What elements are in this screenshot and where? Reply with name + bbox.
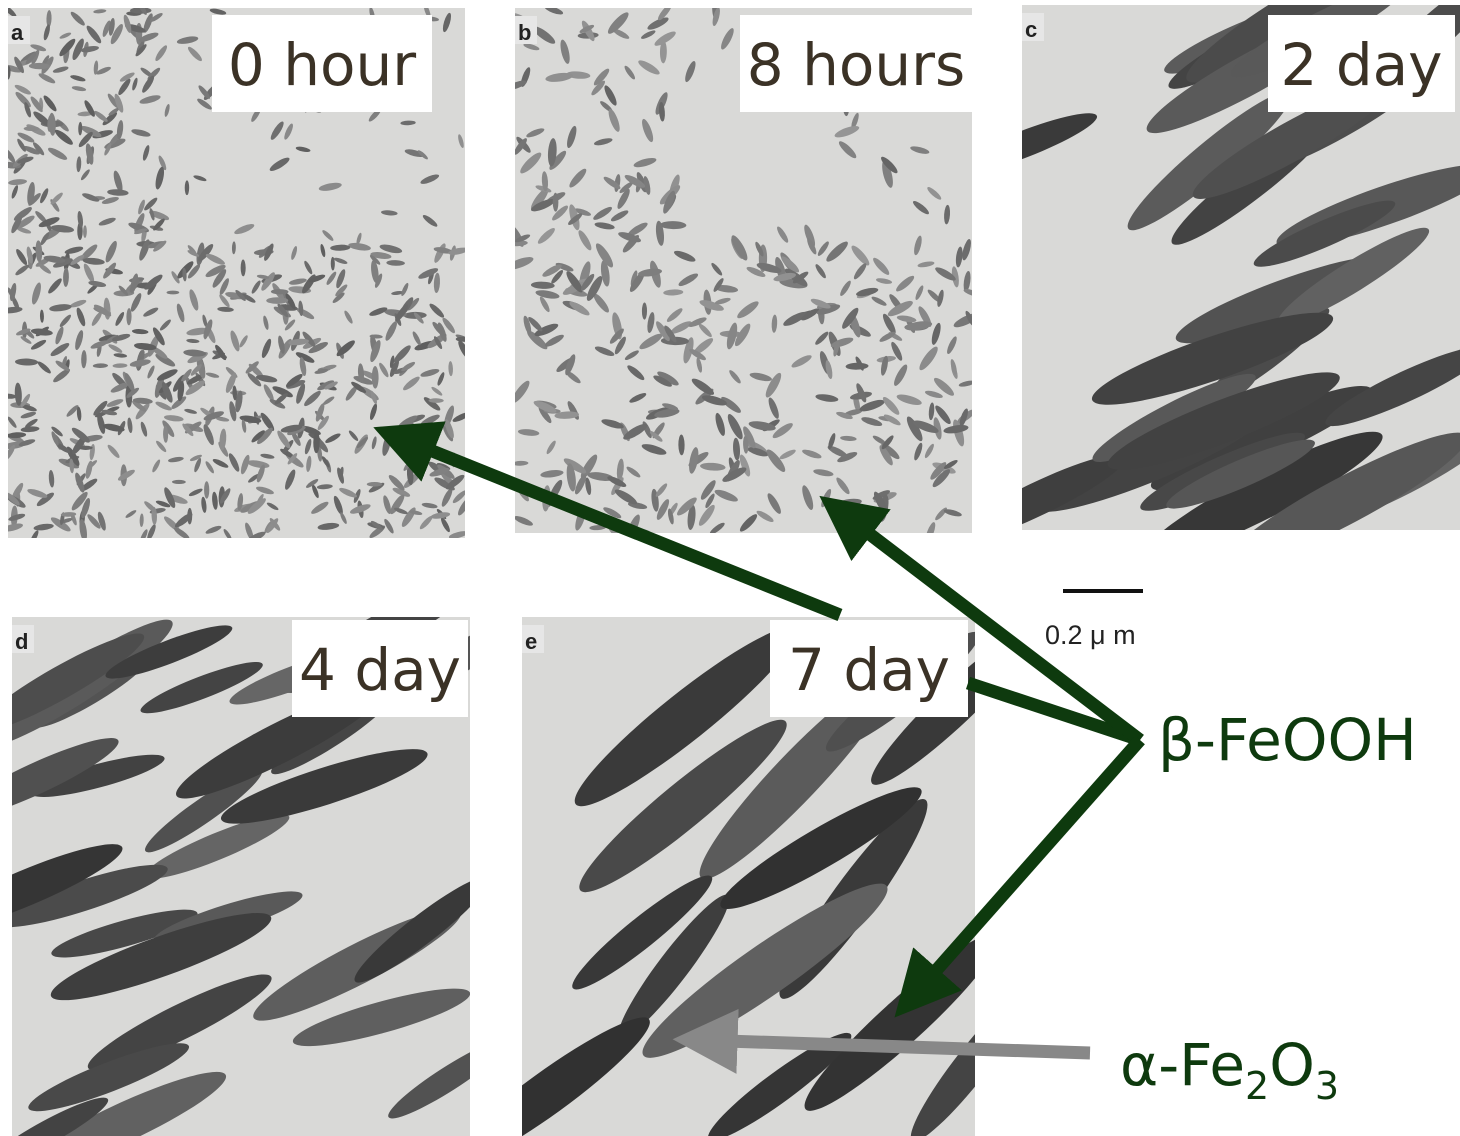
alpha-part: O: [1269, 1031, 1315, 1099]
scale-label: 0.2 μ m: [1045, 620, 1136, 650]
panel-letter: a: [11, 20, 24, 45]
panel-letter: c: [1025, 17, 1037, 42]
crystal: [24, 126, 40, 131]
beta-label: β-FeOOH: [1158, 706, 1417, 774]
panel-letter: b: [518, 20, 531, 45]
panel-label: 0 hour: [228, 31, 416, 99]
alpha-sub: 2: [1245, 1064, 1269, 1108]
alpha-sub: 3: [1315, 1064, 1339, 1108]
alpha-part: α-Fe: [1120, 1031, 1245, 1099]
panel-letter: e: [525, 629, 537, 654]
panel-label: 8 hours: [747, 31, 965, 99]
panel-label: 4 day: [299, 636, 461, 704]
panel-letter: d: [15, 629, 28, 654]
alpha-label: α-Fe2O3: [1120, 1031, 1339, 1108]
panel-label: 2 day: [1280, 31, 1442, 99]
panel-label: 7 day: [788, 636, 950, 704]
figure: 0 hour a 8 hours b 2 day c 4 day d 7 day e 0.2 μ …: [0, 0, 1460, 1136]
crystal: [204, 481, 209, 499]
arrow: [968, 683, 1140, 740]
